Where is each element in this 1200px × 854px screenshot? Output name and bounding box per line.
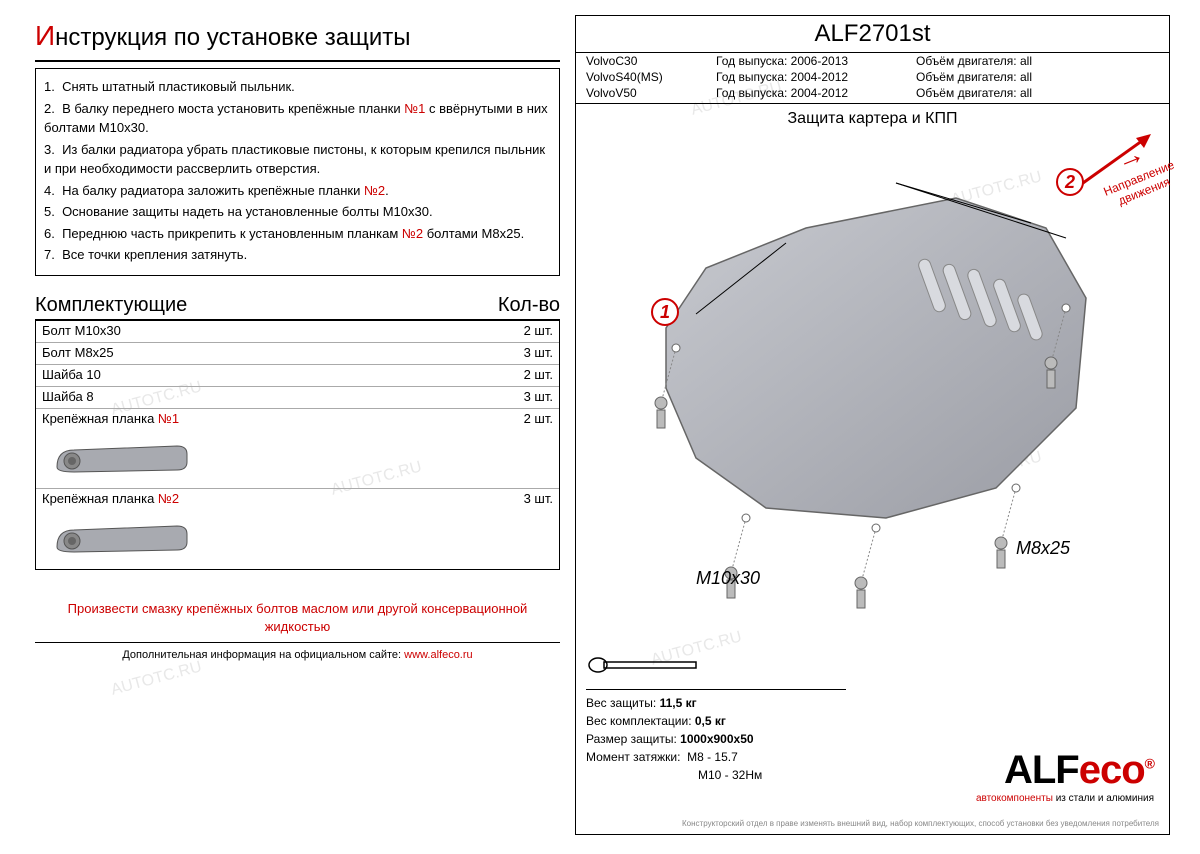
instruction-item: 4. На балку радиатора заложить крепёжные… [44, 181, 551, 201]
vehicle-row: VolvoV50Год выпуска: 2004-2012Объём двиг… [586, 85, 1159, 101]
table-row: Болт M8x253 шт. [36, 343, 559, 365]
instruction-item: 7. Все точки крепления затянуть. [44, 245, 551, 265]
table-row: Крепёжная планка №23 шт. [36, 489, 559, 569]
site-link[interactable]: www.alfeco.ru [404, 649, 472, 661]
instruction-item: 3. Из балки радиатора убрать пластиковые… [44, 140, 551, 179]
bracket-icon [42, 512, 192, 562]
parts-table: Болт M10x302 шт.Болт M8x253 шт.Шайба 102… [35, 319, 560, 570]
table-row: Шайба 83 шт. [36, 387, 559, 409]
bolt-label-m10: M10x30 [696, 568, 760, 589]
parts-header: Комплектующие Кол-во [35, 290, 560, 319]
vehicle-row: VolvoS40(MS)Год выпуска: 2004-2012Объём … [586, 69, 1159, 85]
diagram-area: → Направлениедвижения 1 2 M10x30 M8x25 [576, 128, 1169, 618]
bracket-icon [42, 432, 192, 482]
footer-link: Дополнительная информация на официальном… [35, 649, 560, 661]
plate-diagram [576, 128, 1171, 618]
watermark: AUTOTC.RU [109, 658, 204, 699]
instructions-box: 1. Снять штатный пластиковый пыльник.2. … [35, 68, 560, 276]
bolt-label-m8: M8x25 [1016, 538, 1070, 559]
logo: ALFeco® автокомпоненты из стали и алюмин… [976, 748, 1154, 804]
instruction-item: 5. Основание защиты надеть на установлен… [44, 202, 551, 222]
product-code: ALF2701st [576, 16, 1169, 52]
page-title: Инструкция по установке защиты [35, 20, 560, 52]
left-column: Инструкция по установке защиты 1. Снять … [35, 20, 560, 661]
vehicle-row: VolvoC30Год выпуска: 2006-2013Объём двиг… [586, 53, 1159, 69]
callout-2: 2 [1056, 168, 1084, 196]
right-panel: ALF2701st VolvoC30Год выпуска: 2006-2013… [575, 15, 1170, 835]
instruction-item: 6. Переднюю часть прикрепить к установле… [44, 224, 551, 244]
table-row: Шайба 102 шт. [36, 365, 559, 387]
diagram-title: Защита картера и КПП [576, 110, 1169, 128]
instruction-item: 1. Снять штатный пластиковый пыльник. [44, 77, 551, 97]
callout-1: 1 [651, 298, 679, 326]
table-row: Крепёжная планка №12 шт. [36, 409, 559, 489]
wrench-icon [586, 654, 706, 676]
instruction-item: 2. В балку переднего моста установить кр… [44, 99, 551, 138]
fine-print: Конструкторский отдел в праве изменять в… [682, 819, 1159, 828]
footer-note: Произвести смазку крепёжных болтов масло… [35, 600, 560, 636]
specs-block: Вес защиты: 11,5 кг Вес комплектации: 0,… [586, 654, 846, 784]
table-row: Болт M10x302 шт. [36, 321, 559, 343]
vehicle-table: VolvoC30Год выпуска: 2006-2013Объём двиг… [576, 53, 1169, 101]
